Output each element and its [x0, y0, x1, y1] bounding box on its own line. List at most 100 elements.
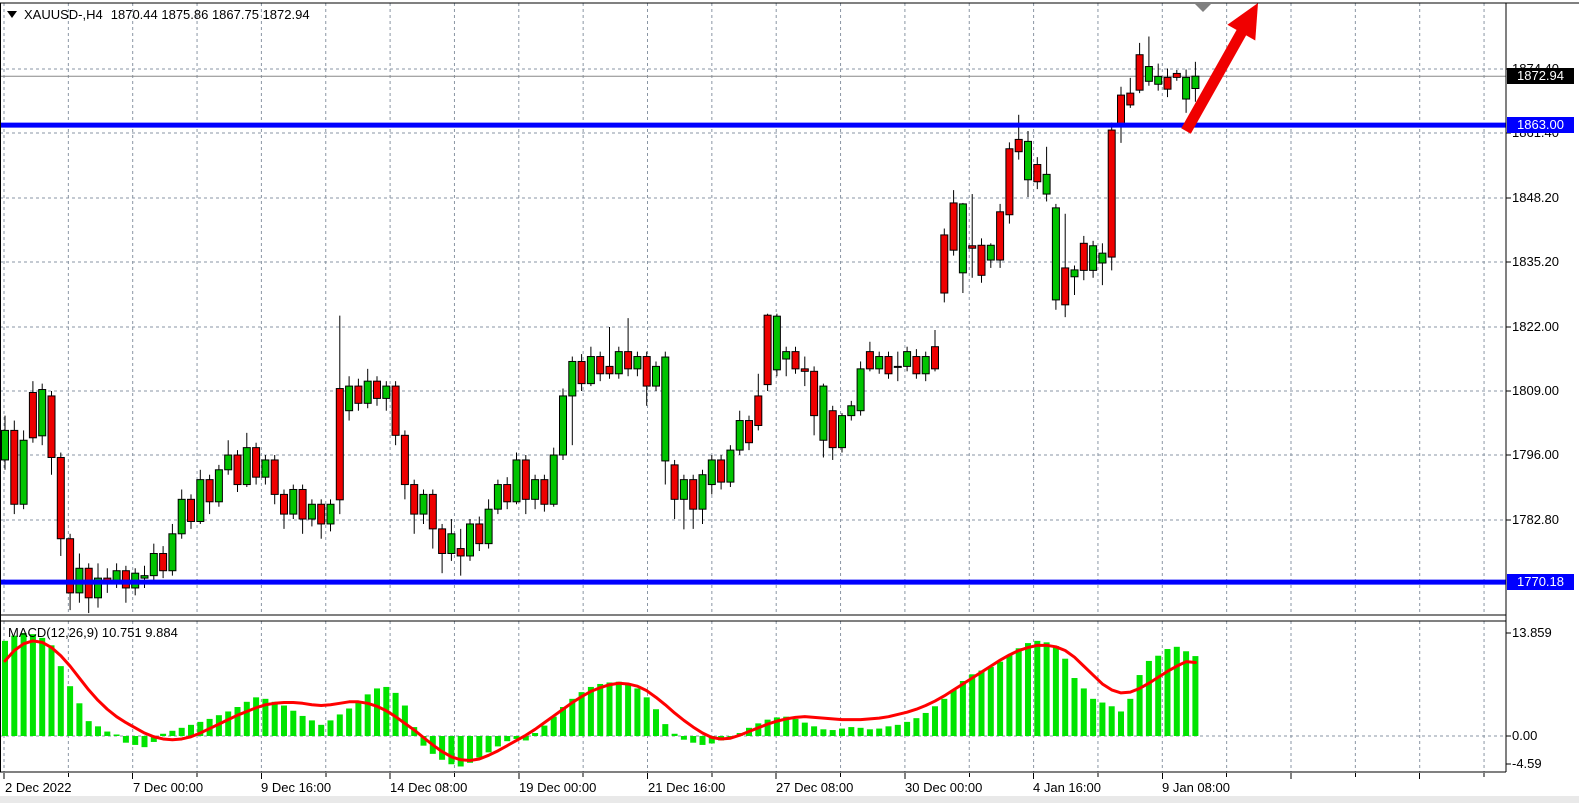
candle [196, 469, 205, 524]
macd-bar [643, 697, 650, 736]
macd-bar [327, 720, 334, 736]
candle-body-bear [810, 370, 819, 417]
candle-body-bear [642, 356, 651, 387]
candle-body-bull [586, 356, 595, 385]
macd-bar [587, 686, 594, 736]
macd-bar [764, 719, 771, 736]
candle [958, 202, 967, 294]
macd-bar [85, 721, 92, 736]
candle-body-bull [363, 380, 372, 404]
candle [47, 391, 56, 475]
candle [270, 455, 279, 505]
time-axis-label: 14 Dec 08:00 [390, 780, 468, 795]
candle-body-bull [838, 415, 846, 449]
candle-body-bull [196, 479, 205, 522]
candle-body-bull [307, 503, 316, 520]
candle [568, 356, 577, 446]
trend-arrow-head[interactable] [1227, 3, 1258, 41]
candle [10, 420, 19, 515]
macd-bar [550, 716, 557, 736]
macd-bar [541, 725, 548, 736]
candle-body-bull [1144, 66, 1153, 82]
time-axis-label: 19 Dec 00:00 [519, 780, 597, 795]
macd-bar [132, 736, 139, 745]
macd-bar [160, 733, 167, 736]
candle-body-bear [438, 528, 447, 554]
candle-body-bull [447, 533, 456, 554]
candle [717, 455, 726, 490]
candle-body-bear [521, 459, 530, 500]
candle [84, 563, 93, 614]
candle [1024, 131, 1032, 198]
candle [828, 405, 837, 460]
candle-body-bull [149, 552, 158, 577]
macd-bar [513, 736, 520, 739]
candle-body-bear [335, 388, 344, 501]
candle-body-bull [1051, 207, 1060, 301]
candle [298, 484, 307, 534]
candle [1191, 61, 1200, 102]
candle-body-bull [531, 479, 540, 500]
candle [670, 459, 679, 520]
time-axis-label: 7 Dec 00:00 [133, 780, 204, 795]
macd-bar [653, 709, 659, 736]
macd-bar [690, 736, 697, 743]
candle-body-bear [475, 523, 484, 545]
chart-shift-marker-icon[interactable] [1195, 4, 1211, 12]
candle [19, 430, 28, 510]
macd-bar [308, 720, 315, 736]
macd-bar [57, 666, 64, 736]
macd-bar [1164, 649, 1171, 736]
candle-body-bear [884, 356, 893, 375]
candle [289, 484, 298, 520]
macd-bar [532, 733, 539, 736]
candle-body-bear [270, 459, 279, 495]
candle-body-bull [214, 469, 223, 503]
macd-bar [792, 718, 799, 736]
candle-body-bear [912, 356, 921, 375]
candle [903, 346, 912, 372]
symbol-dropdown-icon[interactable] [7, 11, 17, 18]
time-axis-label: 9 Dec 16:00 [261, 780, 332, 795]
candle [577, 354, 586, 392]
candle-body-bull [735, 420, 744, 451]
macd-bar [876, 728, 883, 736]
candle [605, 327, 614, 379]
candle [586, 346, 595, 387]
macd-bar [253, 697, 260, 736]
candle-body-bull [903, 351, 912, 367]
candle [652, 361, 660, 392]
macd-bar [448, 736, 455, 765]
candle [382, 381, 391, 411]
candle [493, 479, 502, 515]
chart-title-bar: XAUUSD-,H4 1870.44 1875.86 1867.75 1872.9… [7, 7, 310, 22]
candle-body-bear [977, 244, 986, 276]
candle [1144, 36, 1153, 86]
macd-bar [122, 736, 129, 743]
macd-bar [1099, 702, 1106, 736]
macd-bar [271, 701, 278, 736]
candle-body-bear [670, 464, 679, 500]
candle [921, 351, 930, 382]
candle [373, 376, 381, 406]
candle-body-bull [242, 447, 251, 486]
candle-body-bear [10, 429, 19, 505]
macd-bar [2, 640, 8, 736]
price-axis-label: 1782.80 [1512, 512, 1559, 527]
candle-body-bull [986, 244, 995, 261]
macd-bar [457, 736, 464, 767]
candle [252, 442, 261, 485]
candle-body-bull [382, 385, 391, 399]
candle-body-bear [996, 211, 1005, 261]
candle [38, 383, 47, 446]
macd-bar [997, 661, 1004, 736]
macd-bar [1015, 648, 1022, 736]
candle [28, 381, 37, 443]
candle-body-bear [298, 488, 307, 520]
macd-bar [243, 701, 250, 736]
candle [810, 366, 819, 436]
trend-arrow-shaft[interactable] [1181, 24, 1250, 134]
macd-bar [1108, 706, 1115, 736]
candle [847, 400, 856, 421]
